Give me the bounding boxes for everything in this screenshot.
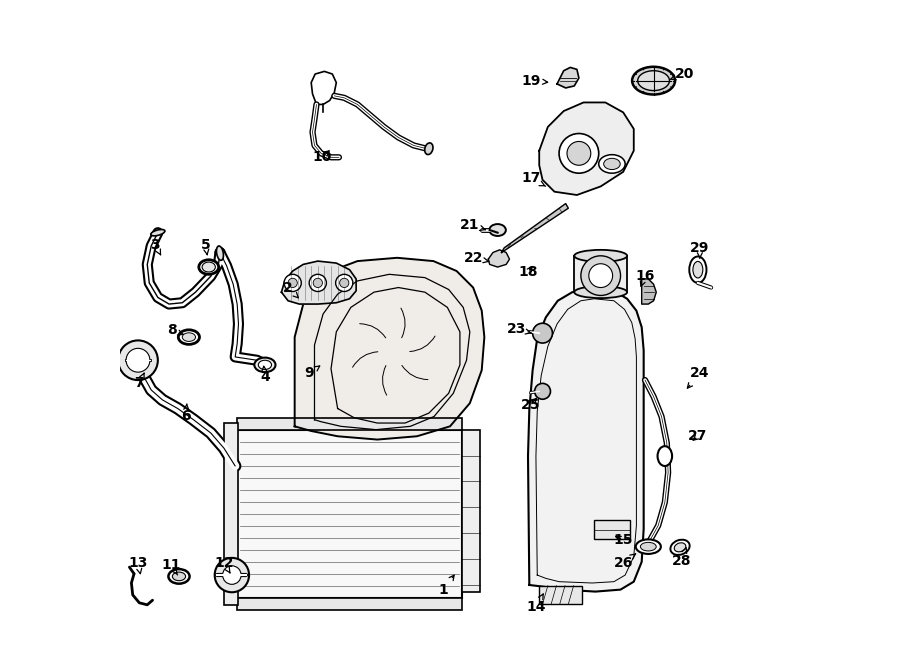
Text: 14: 14 [526, 594, 545, 614]
Ellipse shape [574, 250, 627, 262]
Text: 13: 13 [129, 556, 148, 574]
Circle shape [313, 278, 322, 288]
Circle shape [589, 264, 613, 288]
Bar [539, 586, 582, 604]
Text: 10: 10 [312, 149, 332, 164]
Ellipse shape [635, 539, 661, 554]
Ellipse shape [604, 159, 620, 169]
Ellipse shape [202, 262, 215, 272]
Bar [462, 430, 481, 592]
Text: 25: 25 [521, 397, 540, 412]
Ellipse shape [598, 155, 625, 173]
Ellipse shape [674, 543, 686, 552]
Text: 7: 7 [134, 373, 144, 391]
Text: 28: 28 [671, 548, 691, 568]
Circle shape [580, 256, 620, 295]
Circle shape [222, 566, 241, 584]
Text: 18: 18 [518, 265, 537, 280]
Polygon shape [282, 261, 356, 304]
Circle shape [284, 274, 302, 292]
Bar [224, 423, 238, 605]
Text: 16: 16 [635, 268, 654, 286]
Ellipse shape [632, 67, 675, 95]
Text: 11: 11 [161, 558, 181, 575]
Text: 6: 6 [181, 404, 191, 424]
Ellipse shape [693, 262, 703, 278]
Circle shape [126, 348, 150, 372]
Circle shape [567, 141, 590, 165]
Text: 8: 8 [167, 323, 184, 338]
Polygon shape [642, 279, 656, 304]
Ellipse shape [574, 286, 627, 298]
Polygon shape [528, 289, 644, 592]
Polygon shape [557, 67, 579, 88]
Text: 20: 20 [670, 67, 694, 81]
Text: 2: 2 [284, 280, 298, 298]
Polygon shape [294, 258, 484, 440]
Ellipse shape [258, 360, 272, 369]
Ellipse shape [173, 572, 185, 580]
Text: 26: 26 [614, 554, 635, 570]
Circle shape [215, 558, 249, 592]
Circle shape [118, 340, 158, 380]
Text: 12: 12 [214, 556, 234, 573]
Ellipse shape [217, 246, 223, 260]
Circle shape [310, 274, 327, 292]
Text: 5: 5 [201, 237, 211, 254]
Bar [238, 430, 462, 598]
Ellipse shape [658, 446, 672, 466]
Text: 15: 15 [614, 533, 633, 547]
Polygon shape [539, 102, 634, 195]
Circle shape [336, 274, 353, 292]
Ellipse shape [689, 256, 706, 283]
Ellipse shape [670, 539, 689, 555]
Text: 17: 17 [521, 171, 545, 186]
Circle shape [535, 383, 551, 399]
Ellipse shape [151, 229, 165, 236]
Text: 19: 19 [521, 73, 547, 88]
Ellipse shape [183, 333, 195, 341]
Text: 9: 9 [304, 366, 320, 381]
Text: 29: 29 [690, 241, 709, 258]
Circle shape [339, 278, 349, 288]
Bar [238, 418, 462, 430]
Bar [238, 598, 462, 610]
Text: 22: 22 [464, 251, 489, 265]
Ellipse shape [641, 542, 656, 551]
Text: 4: 4 [260, 366, 270, 384]
Ellipse shape [425, 143, 433, 155]
Ellipse shape [199, 260, 219, 274]
Polygon shape [489, 250, 509, 267]
Bar [594, 520, 631, 539]
Ellipse shape [638, 71, 670, 91]
Ellipse shape [168, 569, 190, 584]
Text: 24: 24 [688, 366, 709, 388]
Text: 21: 21 [460, 217, 485, 232]
Ellipse shape [255, 358, 275, 372]
Circle shape [559, 134, 598, 173]
Ellipse shape [490, 224, 506, 236]
Text: 3: 3 [150, 237, 160, 254]
Text: 23: 23 [507, 322, 531, 336]
Text: 1: 1 [438, 575, 454, 597]
Ellipse shape [178, 330, 200, 344]
Text: 27: 27 [688, 429, 707, 444]
Circle shape [288, 278, 297, 288]
Polygon shape [501, 204, 568, 253]
Circle shape [533, 323, 553, 343]
Bar [574, 256, 627, 292]
